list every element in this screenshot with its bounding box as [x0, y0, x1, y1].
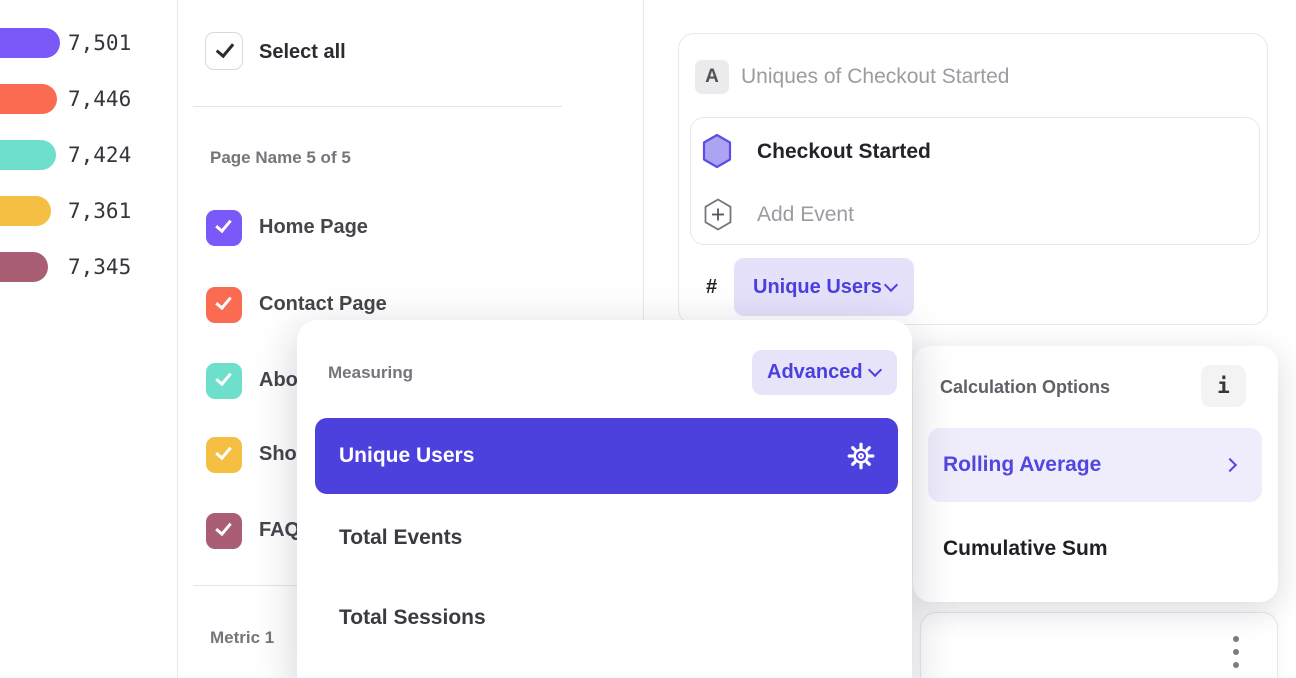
legend-value: 7,424: [68, 143, 132, 167]
menu-item-total-events[interactable]: Total Events: [315, 507, 898, 569]
series-badge: A: [695, 60, 729, 94]
check-icon: [215, 38, 235, 59]
next-metric-card: [920, 612, 1278, 678]
legend-bar: [0, 196, 51, 226]
chevron-right-icon: [1222, 457, 1238, 473]
calculation-options-popover: Calculation Options i Rolling Average Cu…: [913, 346, 1278, 602]
event-card: [690, 117, 1260, 245]
legend-bar: [0, 140, 56, 170]
check-icon: [215, 368, 232, 387]
menu-item-label: Total Sessions: [339, 606, 486, 629]
event-hexagon-icon: [702, 133, 732, 169]
legend-bar: [0, 84, 57, 114]
gear-icon[interactable]: [846, 441, 876, 471]
menu-item-label: Total Events: [339, 526, 463, 549]
add-event-icon[interactable]: [703, 198, 733, 231]
checkbox-contact-page[interactable]: [206, 287, 242, 323]
divider: [193, 106, 562, 107]
measuring-title: Measuring: [328, 363, 414, 382]
menu-item-rolling-average[interactable]: Rolling Average: [928, 428, 1262, 502]
legend-value: 7,345: [68, 255, 132, 279]
panel-divider: [177, 0, 178, 678]
event-name[interactable]: Checkout Started: [757, 140, 931, 163]
check-icon: [215, 442, 232, 461]
legend-value: 7,361: [68, 199, 132, 223]
legend-value: 7,501: [68, 31, 132, 55]
menu-item-label: Rolling Average: [943, 453, 1102, 476]
calculation-options-title: Calculation Options: [940, 377, 1111, 397]
menu-item-unique-users[interactable]: Unique Users: [315, 418, 898, 494]
check-icon: [215, 292, 232, 311]
select-all-checkbox[interactable]: [205, 32, 243, 70]
advanced-label: Advanced: [767, 361, 863, 383]
measure-dropdown[interactable]: Unique Users: [734, 258, 914, 316]
legend-bar: [0, 28, 60, 58]
metric-label: Metric 1: [210, 628, 275, 647]
legend-value: 7,446: [68, 87, 132, 111]
checkbox-about-page[interactable]: [206, 363, 242, 399]
legend-bar: [0, 252, 48, 282]
check-icon: [215, 215, 232, 234]
kebab-menu-icon[interactable]: [1233, 636, 1239, 668]
measuring-popover: Measuring Advanced Unique Users: [297, 320, 912, 678]
measure-symbol: #: [706, 276, 718, 298]
menu-item-label: Cumulative Sum: [943, 537, 1108, 560]
chevron-down-icon: [883, 277, 899, 293]
menu-item-cumulative-sum[interactable]: Cumulative Sum: [928, 522, 1262, 576]
group-label: Page Name 5 of 5: [210, 148, 351, 167]
checkbox-faq-page[interactable]: [206, 513, 242, 549]
page-item-label: Home Page: [259, 216, 368, 238]
chevron-down-icon: [867, 362, 883, 378]
measure-value: Unique Users: [753, 276, 882, 298]
advanced-mode-dropdown[interactable]: Advanced: [752, 350, 897, 395]
metric-name-input[interactable]: Uniques of Checkout Started: [741, 65, 1010, 88]
page-item-label: Contact Page: [259, 293, 387, 315]
select-all-label: Select all: [259, 41, 346, 63]
info-icon[interactable]: i: [1201, 365, 1246, 407]
menu-item-label: Unique Users: [339, 444, 475, 467]
checkbox-shop-page[interactable]: [206, 437, 242, 473]
checkbox-home-page[interactable]: [206, 210, 242, 246]
check-icon: [215, 518, 232, 537]
menu-item-total-sessions[interactable]: Total Sessions: [315, 587, 898, 649]
add-event-button[interactable]: Add Event: [757, 203, 854, 226]
